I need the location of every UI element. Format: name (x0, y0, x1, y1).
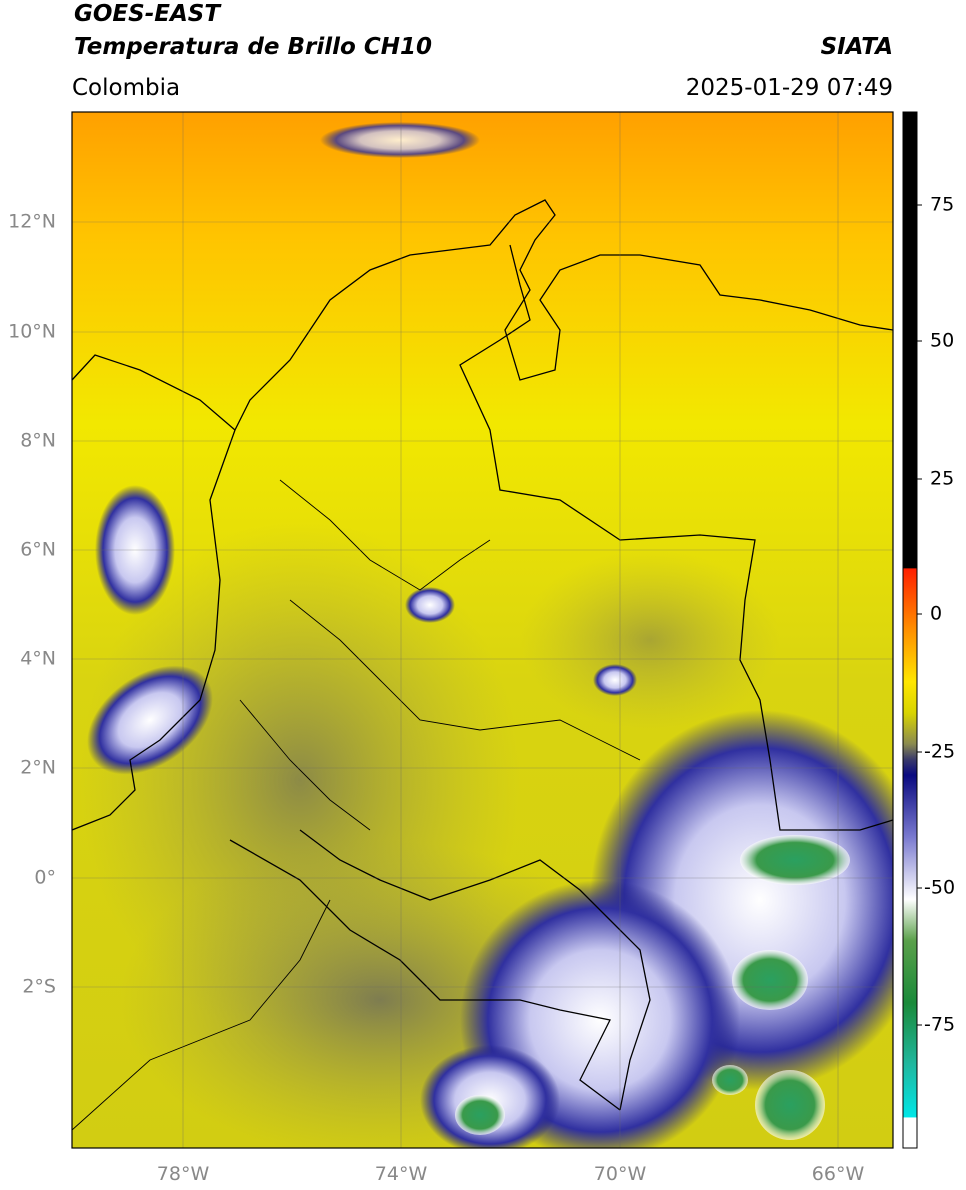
map-frame (71, 111, 894, 1149)
lon-label: 74°W (375, 1163, 428, 1185)
product-title: Temperatura de Brillo CH10 (74, 34, 432, 60)
satellite-title: GOES-EAST (74, 1, 222, 27)
colorbar-label: -25 (924, 741, 955, 763)
lon-label: 78°W (157, 1163, 210, 1185)
department-border (239, 479, 641, 831)
colorbar-label: 50 (930, 330, 954, 352)
cloud (405, 587, 455, 623)
border (459, 244, 893, 831)
colorbar-label: -50 (924, 877, 955, 899)
colorbar-label: 0 (930, 603, 942, 625)
cold-core (732, 950, 808, 1010)
lat-label: 0° (34, 867, 56, 889)
cloud (593, 664, 637, 696)
lat-labels: 12°N 10°N 8°N 6°N 4°N 2°N 0° 2°S (8, 211, 56, 998)
cold-core (455, 1095, 505, 1135)
cold-core (712, 1065, 748, 1095)
datetime: 2025-01-29 07:49 (686, 75, 893, 101)
lat-label: 10°N (8, 321, 56, 343)
colorbar-ticks: 75 50 25 0 -25 -50 -75 (917, 194, 955, 1036)
lat-label: 12°N (8, 211, 56, 233)
graticule (72, 112, 893, 1148)
satellite-image (72, 112, 893, 1148)
colorbar-label: 25 (930, 468, 954, 490)
coastline (72, 354, 236, 431)
coastline (72, 199, 893, 831)
region: Colombia (72, 75, 180, 101)
lat-label: 2°N (20, 757, 56, 779)
lat-label: 8°N (20, 430, 56, 452)
border (229, 839, 621, 1111)
cold-core (755, 1070, 825, 1140)
border (299, 829, 651, 1111)
colorbar-label: -75 (924, 1014, 955, 1036)
cloud (320, 122, 480, 158)
border (72, 899, 331, 1131)
lon-label: 70°W (594, 1163, 647, 1185)
cold-area (520, 550, 780, 730)
cold-core (740, 835, 850, 885)
lon-labels: 78°W 74°W 70°W 66°W (157, 1163, 865, 1185)
source-title: SIATA (821, 34, 893, 60)
lat-label: 4°N (20, 648, 56, 670)
lat-label: 6°N (20, 539, 56, 561)
colorbar-label: 75 (930, 194, 954, 216)
lat-label: 2°S (22, 976, 56, 998)
colorbar (902, 111, 918, 1149)
cloud (420, 1045, 560, 1148)
cloud (87, 665, 213, 775)
lon-label: 66°W (812, 1163, 865, 1185)
